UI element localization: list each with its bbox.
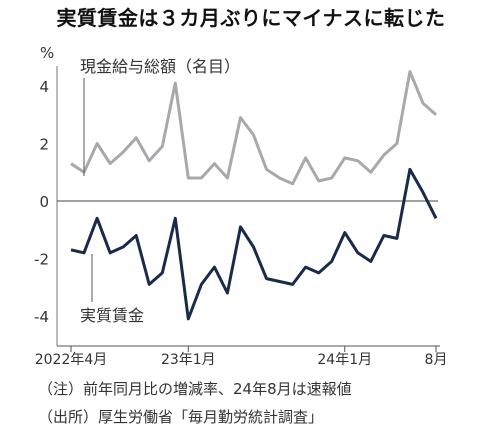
footnote-note: （注）前年同月比の増減率、24年8月は速報値: [38, 380, 352, 398]
y-axis-unit-label: %: [40, 44, 54, 62]
chart-title: 実質賃金は３カ月ぶりにマイナスに転じた: [56, 6, 446, 30]
nominal-wage-series-line: [70, 70, 437, 186]
footnote-source: （出所）厚生労働省「毎月勤労統計調査」: [38, 408, 324, 426]
y-tick-label: 2: [39, 136, 49, 154]
nominal-series-label: 現金給与総額（名目）: [80, 57, 240, 76]
y-tick-label: -4: [34, 308, 49, 326]
x-tick-label: 23年1月: [161, 352, 216, 368]
y-tick-label: -2: [34, 251, 49, 269]
y-tick-label: 0: [39, 193, 49, 211]
x-tick-label: 8月: [425, 352, 448, 368]
x-tick-label: 24年1月: [317, 352, 372, 368]
real-series-label: 実質賃金: [80, 306, 144, 325]
real-wage-series-line: [70, 167, 438, 321]
x-tick-label: 2022年4月: [35, 352, 108, 368]
y-tick-label: 4: [39, 78, 49, 96]
